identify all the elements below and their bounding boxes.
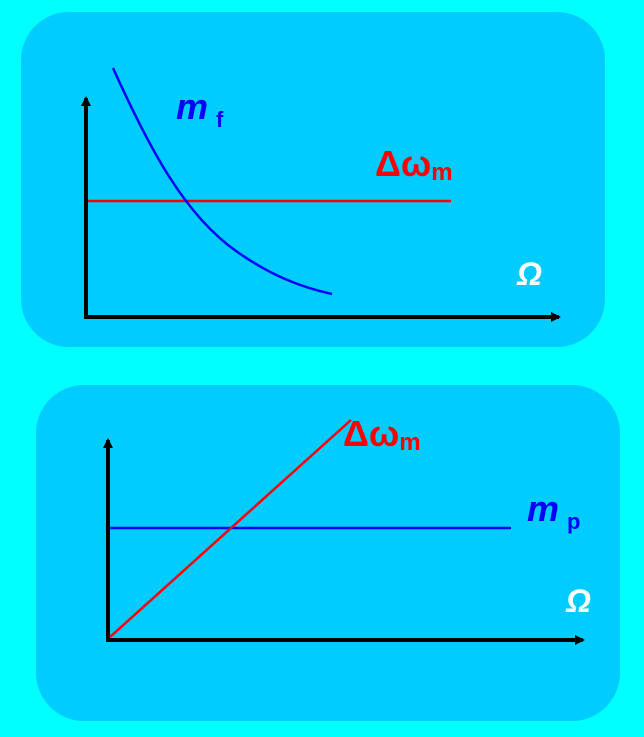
top-red-label-main: Δω — [375, 143, 431, 184]
bottom-blue-label-sub: p — [567, 509, 580, 534]
top-red-label: Δωm — [375, 143, 453, 186]
top-diagram-panel — [21, 12, 605, 347]
bottom-red-label-main: Δω — [343, 413, 399, 454]
top-blue-decreasing-curve — [111, 67, 333, 296]
top-red-label-sub: m — [431, 159, 452, 186]
bottom-red-label-sub: m — [399, 429, 420, 456]
top-blue-label-sub: f — [216, 107, 224, 132]
bottom-blue-label-main: m — [527, 488, 559, 529]
bottom-red-label: Δωm — [343, 413, 421, 456]
top-blue-label-main: m — [176, 86, 208, 127]
bottom-red-linear-line — [109, 419, 352, 638]
bottom-x-axis-label: Ω — [565, 583, 591, 619]
top-x-axis-label: Ω — [516, 256, 542, 292]
